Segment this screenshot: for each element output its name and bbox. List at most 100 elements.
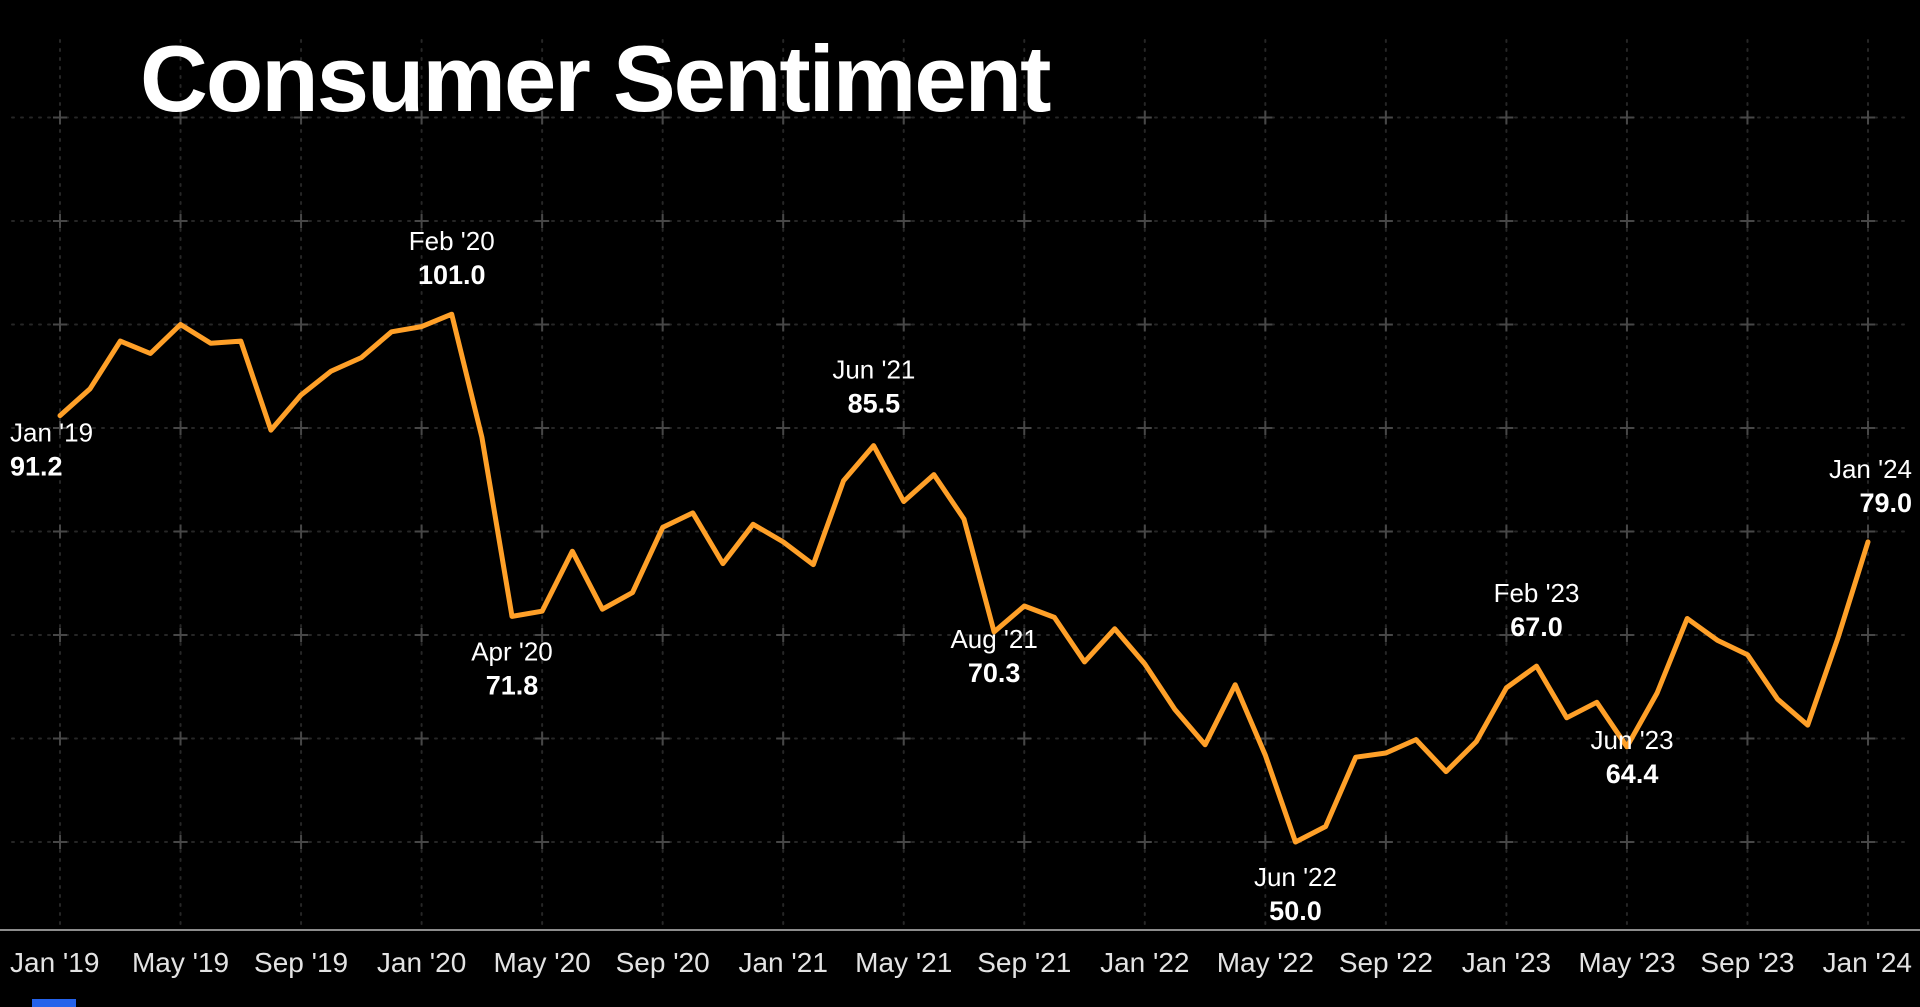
grid-cross-icon <box>1017 317 1032 332</box>
grid-cross-icon <box>414 835 429 850</box>
grid-cross-icon <box>1137 317 1152 332</box>
grid-cross-icon <box>535 317 550 332</box>
annotation-date-label: Jan '19 <box>10 418 93 448</box>
grid-cross-icon <box>1378 317 1393 332</box>
grid-cross-icon <box>1258 835 1273 850</box>
grid-cross-icon <box>655 421 670 436</box>
grid-cross-icon <box>1258 421 1273 436</box>
annotation-date-label: Jun '21 <box>832 355 915 385</box>
grid-cross-icon <box>1499 214 1514 229</box>
grid-cross-icon <box>53 628 67 643</box>
grid-cross-icon <box>173 524 188 539</box>
annotation-value-label: 85.5 <box>848 389 901 419</box>
x-tick-label: Jan '19 <box>10 947 99 978</box>
grid-cross-icon <box>896 110 911 125</box>
grid-cross-icon <box>1017 110 1032 125</box>
grid-cross-icon <box>1378 524 1393 539</box>
grid-cross-icon <box>1740 317 1755 332</box>
grid-cross-icon <box>896 731 911 746</box>
grid-cross-icon <box>535 628 550 643</box>
x-tick-label: May '23 <box>1578 947 1675 978</box>
grid-cross-icon <box>1740 628 1755 643</box>
grid-cross-icon <box>1619 628 1634 643</box>
x-tick-label: May '22 <box>1217 947 1314 978</box>
grid-cross-icon <box>776 731 791 746</box>
grid-cross-icon <box>414 628 429 643</box>
grid-cross-icon <box>294 628 309 643</box>
grid-cross-icon <box>535 835 550 850</box>
grid-cross-icon <box>655 835 670 850</box>
grid-cross-icon <box>1258 524 1273 539</box>
grid-cross-icon <box>655 214 670 229</box>
grid-cross-icon <box>1861 110 1875 125</box>
grid-cross-icon <box>1619 317 1634 332</box>
x-tick-label: Sep '23 <box>1700 947 1794 978</box>
grid-cross-icon <box>1017 731 1032 746</box>
chart-title: Consumer Sentiment <box>140 26 1051 131</box>
grid-cross-icon <box>1861 421 1875 436</box>
grid-cross-icon <box>776 524 791 539</box>
annotation-value-label: 50.0 <box>1269 896 1322 926</box>
grid-cross-icon <box>655 317 670 332</box>
x-tick-label: Sep '21 <box>977 947 1071 978</box>
annotation-date-label: Jan '24 <box>1829 454 1912 484</box>
grid-cross-icon <box>1499 835 1514 850</box>
grid-cross-icon <box>1137 110 1152 125</box>
grid-cross-icon <box>294 317 309 332</box>
grid-cross-icon <box>173 731 188 746</box>
grid-cross-icon <box>1619 524 1634 539</box>
grid-cross-icon <box>1619 214 1634 229</box>
grid-cross-icon <box>896 524 911 539</box>
grid-cross-icon <box>1378 731 1393 746</box>
grid-cross-icon <box>414 421 429 436</box>
grid-cross-icon <box>1017 835 1032 850</box>
grid-cross-icon <box>414 214 429 229</box>
grid-cross-icon <box>294 731 309 746</box>
annotation-value-label: 91.2 <box>10 452 63 482</box>
grid-cross-icon <box>1861 835 1875 850</box>
grid-cross-icon <box>1740 731 1755 746</box>
grid-cross-icon <box>294 214 309 229</box>
grid-cross-icon <box>53 731 67 746</box>
grid-cross-icon <box>896 317 911 332</box>
x-tick-label: Jan '23 <box>1462 947 1551 978</box>
grid-cross-icon <box>1499 317 1514 332</box>
grid-cross-icon <box>173 628 188 643</box>
grid-cross-icon <box>1378 214 1393 229</box>
grid-cross-icon <box>1499 731 1514 746</box>
annotation-date-label: Feb '23 <box>1494 578 1580 608</box>
grid-cross-icon <box>414 524 429 539</box>
grid-cross-icon <box>535 110 550 125</box>
grid-cross-icon <box>1740 524 1755 539</box>
grid-cross-icon <box>896 214 911 229</box>
annotation-value-label: 64.4 <box>1606 759 1659 789</box>
x-tick-label: May '19 <box>132 947 229 978</box>
grid-cross-icon <box>535 214 550 229</box>
grid-cross-icon <box>1861 628 1875 643</box>
grid-cross-icon <box>414 731 429 746</box>
grid-cross-icon <box>776 110 791 125</box>
grid-cross-icon <box>1619 110 1634 125</box>
grid-cross-icon <box>1740 835 1755 850</box>
annotation-value-label: 70.3 <box>968 658 1021 688</box>
grid-cross-icon <box>1137 214 1152 229</box>
grid-cross-icon <box>1378 835 1393 850</box>
grid-cross-icon <box>294 524 309 539</box>
bottom-edge-blue-fragment <box>32 999 76 1007</box>
grid-cross-icon <box>655 628 670 643</box>
grid-cross-icon <box>1740 214 1755 229</box>
x-tick-label: Jan '21 <box>738 947 827 978</box>
annotation-value-label: 101.0 <box>418 260 486 290</box>
grid-cross-icon <box>173 214 188 229</box>
grid-cross-icon <box>1017 421 1032 436</box>
grid-cross-icon <box>53 214 67 229</box>
grid-cross-icon <box>1137 628 1152 643</box>
x-tick-label: Jan '24 <box>1823 947 1912 978</box>
grid-cross-icon <box>535 421 550 436</box>
grid-cross-icon <box>294 110 309 125</box>
grid-cross-icon <box>294 421 309 436</box>
x-tick-label: May '21 <box>855 947 952 978</box>
annotation-date-label: Apr '20 <box>471 636 553 666</box>
grid-cross-icon <box>776 214 791 229</box>
grid-cross-icon <box>1740 421 1755 436</box>
